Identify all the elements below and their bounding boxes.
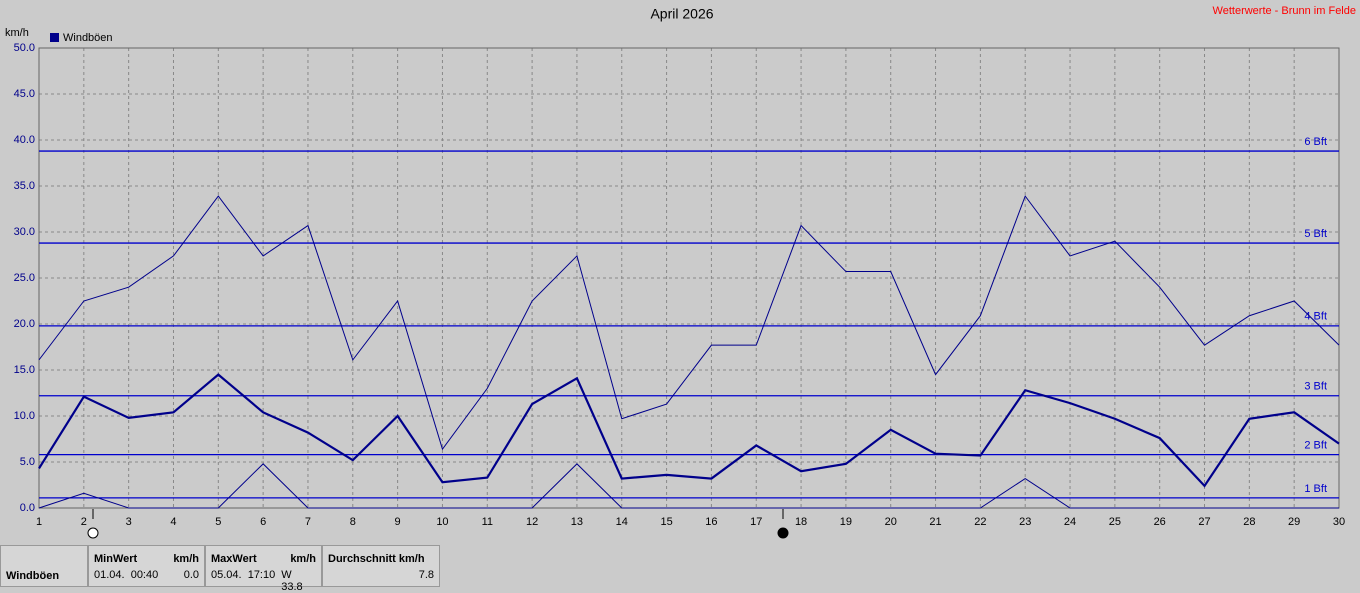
x-tick-label: 7 <box>305 516 311 528</box>
x-tick-label: 24 <box>1064 516 1076 528</box>
avg-cell: Durchschnitt km/h 7.8 <box>322 545 440 587</box>
x-tick-label: 1 <box>36 516 42 528</box>
x-tick-label: 28 <box>1243 516 1255 528</box>
x-tick-label: 22 <box>974 516 986 528</box>
value: W 33.8 <box>281 569 303 593</box>
unit: km/h <box>173 553 199 565</box>
chart: April 2026 Wetterwerte - Brunn im Felde … <box>5 5 1356 539</box>
stats-name: Windböen <box>0 545 88 587</box>
plot: 0.0 5.0 10.0 15.0 20.0 25.0 30.0 35.0 40.0 45.0 50… <box>14 42 1346 528</box>
x-tick-label: 26 <box>1154 516 1166 528</box>
x-tick-label: 6 <box>260 516 266 528</box>
x-tick-label: 27 <box>1198 516 1210 528</box>
x-tick-label: 4 <box>170 516 176 528</box>
series-line <box>38 195 1340 451</box>
y-unit: km/h <box>5 27 29 39</box>
x-tick-label: 5 <box>215 516 221 528</box>
time: 01.04. 00:40 <box>94 569 159 581</box>
stats-name-text: Windböen <box>6 570 60 582</box>
legend-swatch <box>50 33 59 42</box>
x-tick-label: 11 <box>482 516 493 528</box>
y-tick-label: 10.0 <box>14 410 35 422</box>
value: 7.8 <box>418 569 434 581</box>
unit: km/h <box>290 553 316 565</box>
x-tick-label: 12 <box>526 516 538 528</box>
chart-title: April 2026 <box>650 6 713 22</box>
beaufort-label: 6 Bft <box>1304 136 1327 148</box>
x-tick-label: 9 <box>395 516 401 528</box>
beaufort-label: 2 Bft <box>1304 440 1327 452</box>
new-moon-icon <box>777 527 789 539</box>
x-tick-label: 18 <box>795 516 807 528</box>
beaufort-label: 4 Bft <box>1304 311 1327 323</box>
x-tick-label: 20 <box>885 516 897 528</box>
x-tick-label: 8 <box>350 516 356 528</box>
x-tick-label: 15 <box>660 516 672 528</box>
y-tick-label: 40.0 <box>14 134 35 146</box>
x-tick-label: 17 <box>750 516 762 528</box>
y-tick-label: 50.0 <box>14 42 35 54</box>
y-tick-label: 30.0 <box>14 226 35 238</box>
x-tick-label: 21 <box>929 516 941 528</box>
header: MaxWert <box>211 553 257 565</box>
max-cell: MaxWert km/h 05.04. 17:10 W 33.8 <box>205 545 322 593</box>
min-cell: MinWert km/h 01.04. 00:40 0.0 <box>88 545 205 587</box>
beaufort-label: 5 Bft <box>1304 228 1327 240</box>
x-tick-label: 19 <box>840 516 852 528</box>
stats-table: Windböen MinWert km/h 01.04. 00:40 0.0 Max… <box>0 545 440 593</box>
y-tick-label: 0.0 <box>20 502 35 514</box>
series-line <box>38 373 1340 488</box>
x-tick-label: 16 <box>705 516 717 528</box>
value: 0.0 <box>183 569 199 581</box>
header: Durchschnitt km/h <box>328 553 425 565</box>
x-tick-label: 10 <box>436 516 448 528</box>
x-tick-label: 29 <box>1288 516 1300 528</box>
x-tick-label: 2 <box>81 516 87 528</box>
x-tick-label: 13 <box>571 516 583 528</box>
y-tick-label: 5.0 <box>20 456 35 468</box>
source: Wetterwerte - Brunn im Felde <box>1213 5 1356 17</box>
beaufort-label: 1 Bft <box>1304 483 1327 495</box>
x-tick-label: 14 <box>616 516 628 528</box>
full-moon-icon <box>87 527 99 539</box>
x-tick-label: 3 <box>126 516 132 528</box>
y-tick-label: 45.0 <box>14 88 35 100</box>
series-line <box>38 463 1339 509</box>
x-tick-label: 30 <box>1333 516 1345 528</box>
time: 05.04. 17:10 <box>211 569 276 581</box>
x-tick-label: 25 <box>1109 516 1121 528</box>
header: MinWert <box>94 553 138 565</box>
legend-label: Windböen <box>63 32 113 44</box>
y-tick-label: 25.0 <box>14 272 35 284</box>
y-tick-label: 35.0 <box>14 180 35 192</box>
x-tick-label: 23 <box>1019 516 1031 528</box>
beaufort-label: 3 Bft <box>1304 381 1327 393</box>
y-tick-label: 20.0 <box>14 318 35 330</box>
y-tick-label: 15.0 <box>14 364 35 376</box>
